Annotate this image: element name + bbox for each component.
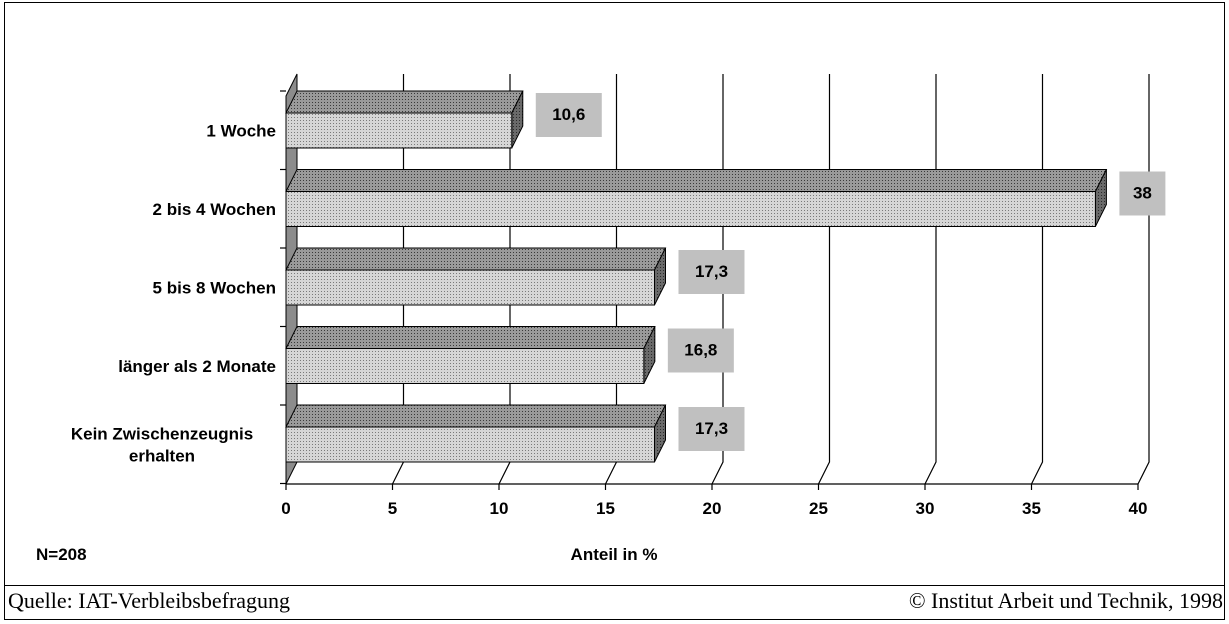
copyright-note: © Institut Arbeit und Technik, 1998 bbox=[908, 588, 1223, 613]
source-note: Quelle: IAT-Verbleibsbefragung bbox=[8, 588, 291, 613]
category-label: länger als 2 Monate bbox=[118, 357, 276, 376]
x-tick-label: 15 bbox=[596, 499, 615, 518]
chart-frame bbox=[4, 2, 1225, 620]
x-tick-label: 30 bbox=[916, 499, 935, 518]
gridline bbox=[1030, 74, 1044, 485]
x-tick-label: 40 bbox=[1129, 499, 1148, 518]
bar-top-face bbox=[285, 326, 656, 349]
x-tick-label: 20 bbox=[703, 499, 722, 518]
bar-top-face bbox=[285, 404, 667, 428]
category-label: 5 bis 8 Wochen bbox=[153, 279, 276, 298]
x-tick-label: 25 bbox=[809, 499, 828, 518]
category-label: erhalten bbox=[129, 447, 195, 466]
category-label: 1 Woche bbox=[206, 122, 276, 141]
footer-divider bbox=[4, 585, 1225, 586]
data-label: 10,6 bbox=[552, 105, 585, 124]
bar bbox=[285, 269, 655, 306]
bar bbox=[285, 112, 513, 149]
sample-size-label: N=208 bbox=[36, 545, 87, 564]
bar-top-face bbox=[285, 247, 667, 271]
gridline bbox=[924, 74, 937, 485]
bar bbox=[285, 426, 655, 463]
x-tick-label: 5 bbox=[388, 499, 397, 518]
data-label: 17,3 bbox=[695, 419, 728, 438]
bar-top-face bbox=[285, 169, 1108, 192]
x-tick-label: 35 bbox=[1022, 499, 1041, 518]
bar-top-face bbox=[285, 90, 524, 114]
data-label-box bbox=[535, 93, 602, 137]
data-label: 38 bbox=[1133, 184, 1152, 203]
gridline bbox=[1137, 74, 1150, 485]
category-label: 2 bis 4 Wochen bbox=[153, 200, 276, 219]
category-label: Kein Zwischenzeugnis bbox=[71, 425, 253, 444]
data-label-box bbox=[678, 250, 745, 294]
data-label: 16,8 bbox=[684, 341, 717, 360]
data-label-box bbox=[667, 328, 734, 373]
data-label-box bbox=[678, 407, 745, 451]
bar bbox=[285, 191, 1096, 227]
data-label: 17,3 bbox=[695, 262, 728, 281]
x-tick-label: 0 bbox=[281, 499, 290, 518]
x-tick-label: 10 bbox=[490, 499, 509, 518]
data-label-box bbox=[1119, 171, 1166, 216]
bar bbox=[285, 348, 645, 384]
x-axis-title: Anteil in % bbox=[571, 545, 658, 564]
gridline bbox=[817, 74, 831, 485]
